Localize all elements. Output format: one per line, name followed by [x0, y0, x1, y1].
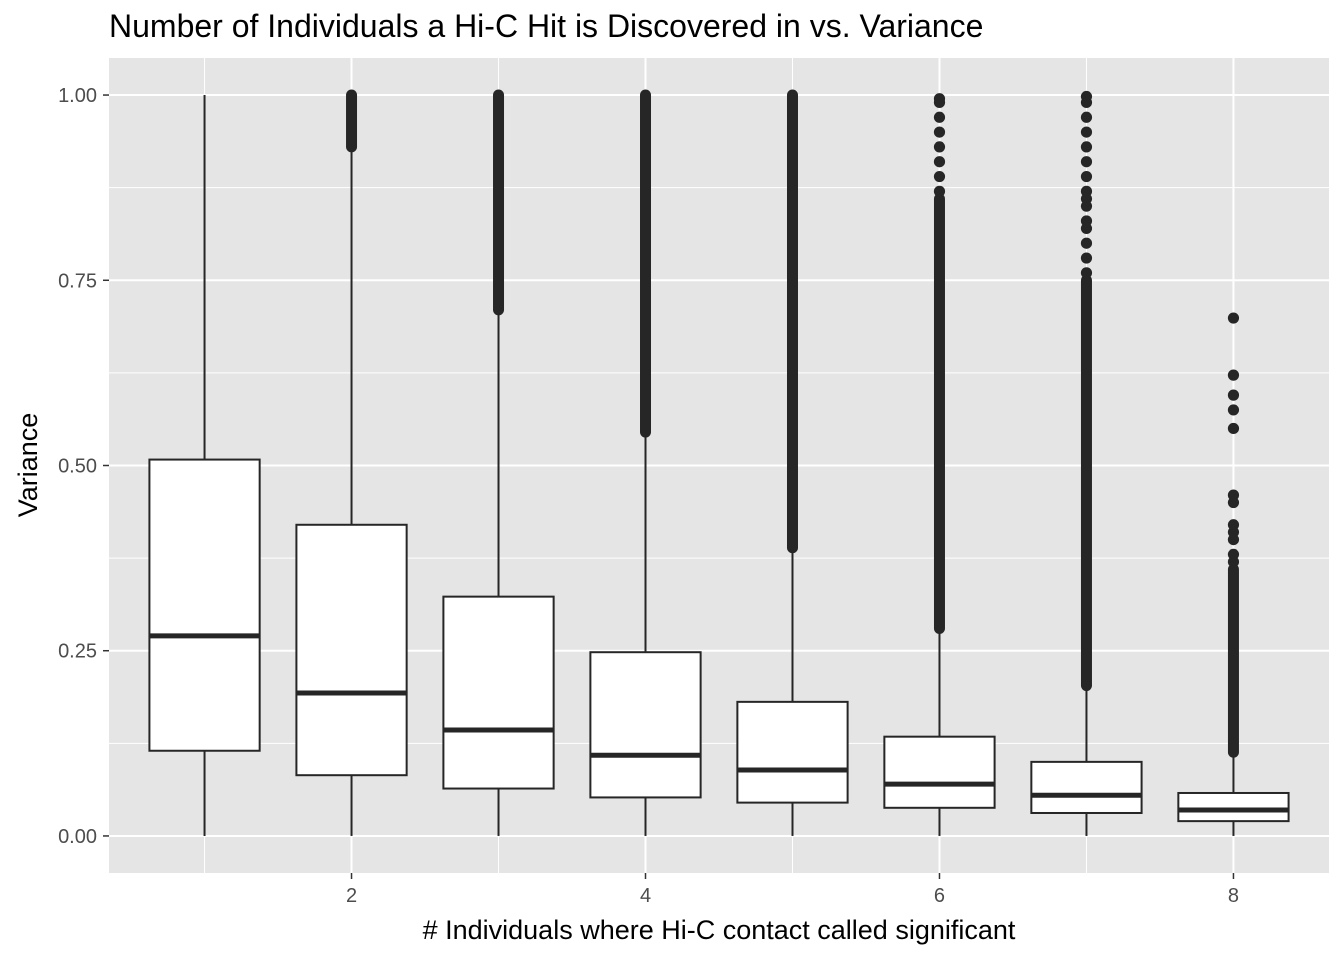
outlier-point [1080, 237, 1093, 249]
y-tick-label: 0.00 [58, 826, 97, 848]
y-tick-label: 1.00 [58, 85, 97, 107]
outlier-point [1080, 126, 1093, 138]
outlier-point [1080, 111, 1093, 123]
box-iqr [589, 651, 702, 799]
outlier-point [1080, 252, 1093, 264]
box-iqr [883, 735, 996, 809]
chart-title: Number of Individuals a Hi-C Hit is Disc… [109, 8, 984, 44]
outlier-point [1227, 369, 1240, 381]
outlier-point [1227, 548, 1240, 561]
x-tick-label: 2 [346, 885, 357, 907]
outlier-point [1080, 267, 1093, 279]
box-group [883, 93, 996, 836]
outlier-point [933, 126, 946, 138]
x-axis: 2 4 6 8 [346, 873, 1239, 907]
box-group [589, 89, 702, 836]
outlier-point [1080, 156, 1093, 168]
outlier-point [1227, 312, 1240, 324]
outlier-point [933, 111, 946, 123]
outlier-point [933, 170, 946, 183]
outlier-point [933, 185, 946, 197]
outlier-point [1227, 389, 1240, 401]
x-axis-title: # Individuals where Hi-C contact called … [423, 915, 1016, 945]
outlier-point [1080, 170, 1093, 183]
box-group [295, 89, 408, 836]
x-tick-label: 4 [640, 885, 651, 907]
box-iqr [736, 700, 849, 804]
x-tick-label: 8 [1228, 885, 1239, 907]
y-axis-title: Variance [13, 413, 43, 518]
outlier-point [933, 93, 946, 105]
box-iqr [442, 595, 555, 790]
outlier-point [1227, 489, 1240, 501]
box-iqr [295, 523, 408, 777]
y-tick-label: 0.25 [58, 641, 97, 663]
box-group [148, 95, 261, 836]
box-iqr [1030, 760, 1143, 814]
outlier-point [933, 141, 946, 153]
box-group [736, 89, 849, 836]
box-group [1177, 312, 1290, 836]
box-group [1030, 90, 1143, 836]
y-axis: 0.00 0.25 0.50 0.75 1.00 [58, 85, 109, 848]
box-marks [148, 89, 1290, 836]
x-tick-label: 6 [934, 885, 945, 907]
outlier-point [1080, 90, 1093, 103]
box-iqr [1177, 791, 1290, 823]
y-tick-label: 0.75 [58, 270, 97, 292]
outlier-point [1227, 519, 1240, 531]
outlier-point [1227, 422, 1240, 435]
box-iqr [148, 458, 261, 752]
y-tick-label: 0.50 [58, 456, 97, 478]
outlier-point [1080, 141, 1093, 153]
outlier-point [1080, 215, 1093, 227]
outlier-point [933, 156, 946, 168]
outlier-point [1227, 404, 1240, 416]
outlier-point [1080, 185, 1093, 197]
box-group [442, 89, 555, 836]
